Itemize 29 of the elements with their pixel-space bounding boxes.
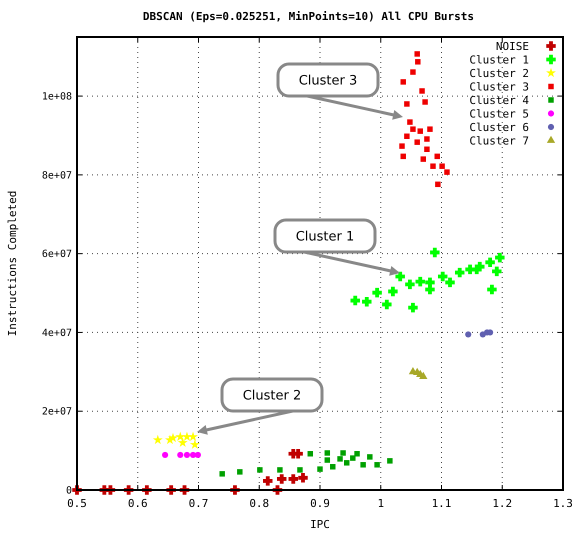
annotation: Cluster 2 — [242, 388, 302, 404]
y-axis-title: Instructions Completed — [6, 190, 19, 336]
legend-label: Cluster 6 — [469, 120, 529, 134]
legend-label: NOISE — [496, 40, 529, 53]
legend-label: Cluster 2 — [469, 66, 529, 80]
x-axis-title: IPC — [310, 518, 330, 531]
y-tick-label: 8e+07 — [42, 170, 72, 182]
x-tick-label: 0.8 — [249, 497, 270, 510]
x-tick-label: 1.2 — [492, 497, 512, 510]
y-tick-label: 6e+07 — [42, 249, 72, 260]
y-tick-label: 1e+08 — [42, 92, 72, 103]
legend-label: Cluster 4 — [469, 94, 530, 107]
x-tick-label: 0.5 — [67, 497, 87, 510]
y-tick-label: 4e+07 — [42, 328, 72, 339]
x-tick-label: 1.3 — [553, 497, 573, 510]
x-tick-label: 0.7 — [188, 497, 208, 510]
legend-label: Cluster 5 — [469, 107, 529, 120]
annotation: Cluster 3 — [298, 74, 358, 89]
y-tick-label: 0 — [66, 486, 72, 496]
x-tick-label: 1 — [377, 497, 384, 510]
legend-label: Cluster 3 — [469, 80, 529, 94]
x-tick-label: 0.9 — [310, 497, 330, 510]
chart-title: DBSCAN (Eps=0.025251, MinPoints=10) All CPU Bursts — [142, 10, 474, 23]
x-tick-label: 0.6 — [128, 497, 148, 510]
y-tick-label: 2e+07 — [42, 406, 72, 418]
legend-label: Cluster 1 — [469, 53, 529, 66]
legend-label: Cluster 7 — [469, 134, 529, 148]
x-tick-label: 1.1 — [432, 497, 452, 510]
annotation: Cluster 1 — [296, 230, 354, 245]
